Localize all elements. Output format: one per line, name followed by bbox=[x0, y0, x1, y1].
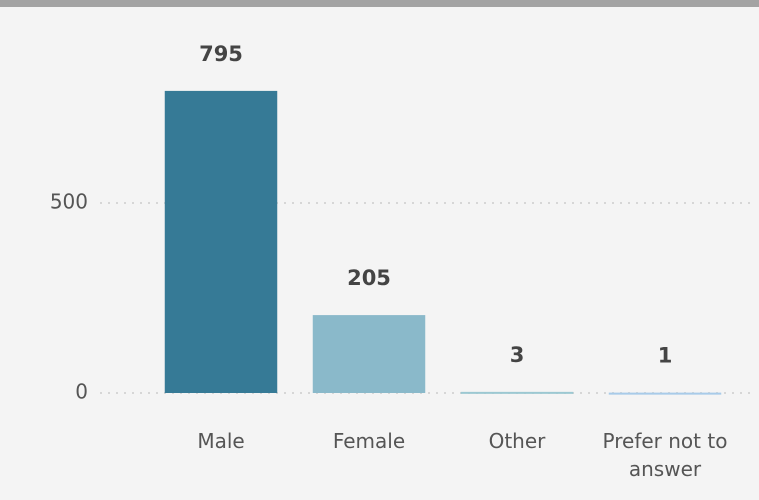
x-tick-label: Prefer not to answer bbox=[602, 429, 728, 481]
value-label: 1 bbox=[658, 344, 673, 368]
x-tick-label: Other bbox=[488, 429, 546, 453]
bar bbox=[460, 391, 574, 394]
y-tick-label: 0 bbox=[75, 380, 88, 404]
x-tick-label: Male bbox=[197, 429, 245, 453]
value-label: 795 bbox=[199, 42, 243, 66]
value-label: 205 bbox=[347, 266, 391, 290]
top-border bbox=[0, 0, 759, 7]
value-label: 3 bbox=[510, 343, 525, 367]
x-tick-label: Female bbox=[332, 429, 406, 453]
bar bbox=[164, 90, 278, 394]
bar bbox=[608, 392, 722, 395]
bar bbox=[312, 315, 426, 393]
y-tick-label: 500 bbox=[50, 190, 88, 214]
